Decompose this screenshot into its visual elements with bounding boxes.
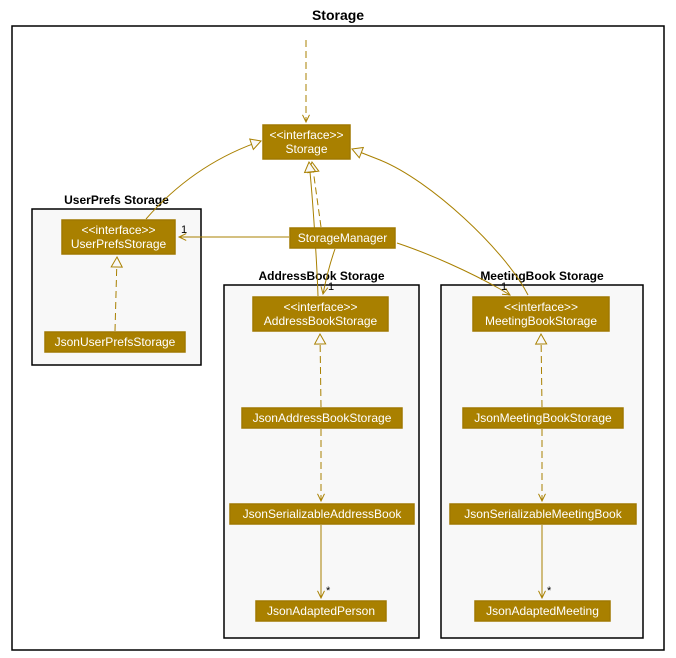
node-label: JsonAddressBookStorage (253, 411, 392, 425)
node-label: JsonSerializableAddressBook (243, 507, 403, 521)
node-json_addressbook: JsonAddressBookStorage (242, 408, 402, 428)
node-label: JsonMeetingBookStorage (474, 411, 612, 425)
node-label: JsonSerializableMeetingBook (464, 507, 622, 521)
multiplicity: 1 (501, 281, 507, 293)
node-json_ser_ab: JsonSerializableAddressBook (230, 504, 414, 524)
multiplicity: * (326, 585, 331, 597)
node-json_meeting: JsonAdaptedMeeting (475, 601, 610, 621)
node-label: AddressBookStorage (264, 314, 378, 328)
node-addressbook_if: <<interface>>AddressBookStorage (253, 297, 388, 331)
node-json_ser_mb: JsonSerializableMeetingBook (450, 504, 636, 524)
package-title: UserPrefs Storage (64, 193, 169, 207)
node-meetingbook_if: <<interface>>MeetingBookStorage (473, 297, 609, 331)
node-json_meetingbook: JsonMeetingBookStorage (463, 408, 623, 428)
node-json_userprefs: JsonUserPrefsStorage (45, 332, 185, 352)
node-label: MeetingBookStorage (485, 314, 597, 328)
edge-e_up_if_storage (146, 141, 261, 219)
arrowhead (352, 148, 363, 158)
package-title: AddressBook Storage (258, 269, 384, 283)
node-json_person: JsonAdaptedPerson (256, 601, 386, 621)
node-label: UserPrefsStorage (71, 237, 167, 251)
node-storage_if: <<interface>>Storage (263, 125, 350, 159)
storage-diagram: Storage UserPrefs Storage AddressBook Sto… (0, 0, 676, 658)
node-stereotype: <<interface>> (81, 223, 155, 237)
multiplicity: * (547, 585, 552, 597)
multiplicity: 1 (181, 224, 187, 236)
multiplicity: 1 (328, 281, 334, 293)
node-userprefs_if: <<interface>>UserPrefsStorage (62, 220, 175, 254)
node-label: JsonAdaptedMeeting (486, 604, 599, 618)
node-storage_mgr: StorageManager (290, 228, 395, 248)
node-label: StorageManager (298, 231, 387, 245)
outer-package-title: Storage (312, 7, 364, 23)
node-stereotype: <<interface>> (504, 300, 578, 314)
node-label: Storage (285, 142, 327, 156)
node-label: JsonUserPrefsStorage (55, 335, 176, 349)
node-stereotype: <<interface>> (283, 300, 357, 314)
arrowhead (250, 139, 261, 149)
node-label: JsonAdaptedPerson (267, 604, 375, 618)
package-title: MeetingBook Storage (480, 269, 604, 283)
node-stereotype: <<interface>> (269, 128, 343, 142)
